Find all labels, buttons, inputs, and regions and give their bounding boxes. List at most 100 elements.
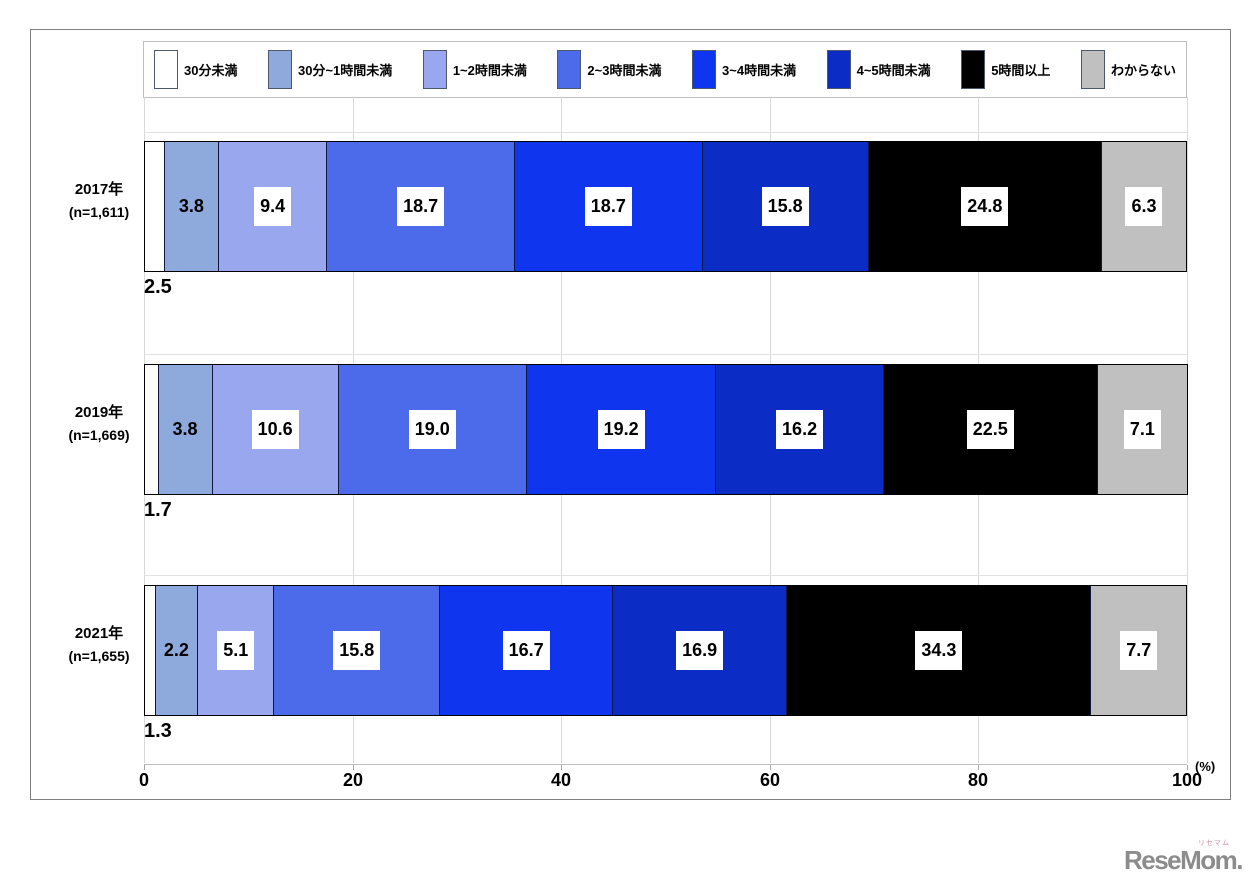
segment-value-label: 3.8 <box>178 196 204 216</box>
segment-value-label: 24.8 <box>961 186 1009 227</box>
axis-tick-20 <box>353 765 354 770</box>
axis-unit-label: (%) <box>1195 759 1216 774</box>
legend-item-label: わからない <box>1110 63 1176 78</box>
axis-tick-80 <box>978 765 979 770</box>
first-segment-value-label: 1.7 <box>144 499 172 521</box>
bar-segment-4~5時間未満: 15.8 <box>701 142 868 271</box>
category-boundary-line <box>144 132 1187 133</box>
bar-segment-1~2時間未満: 9.4 <box>218 142 327 271</box>
resemom-logo-text: リセマム ReseMom. <box>1123 840 1244 876</box>
segment-value-label: 19.0 <box>408 409 456 450</box>
bar-segment-4~5時間未満: 16.9 <box>612 586 787 715</box>
category-boundary-line <box>144 354 1187 355</box>
segment-value-label: 16.2 <box>776 409 824 450</box>
stacked-bar-2021年: 2.2 5.1 15.8 16.7 16.9 34.3 7.7 <box>144 585 1187 716</box>
category-boundary-line <box>144 575 1187 576</box>
category-year-label: 2021年 <box>74 625 124 642</box>
resemom-logo-wordmark: ReseMom. <box>1123 845 1244 875</box>
legend-item-label: 30分未満 <box>184 63 238 78</box>
x-axis-line <box>144 764 1187 765</box>
legend-swatch-icon <box>961 50 986 89</box>
bar-segment-30分未満 <box>145 142 164 271</box>
category-label-2017年: 2017年 (n=1,611) <box>51 179 147 223</box>
legend: 30分未満 30分~1時間未満 1~2時間未満 2~3時間未満 3~4時間未満 4~5時間… <box>143 41 1187 98</box>
legend-item-1: 30分~1時間未満 <box>268 50 392 89</box>
bar-segment-4~5時間未満: 16.2 <box>715 365 883 494</box>
legend-item-6: 5時間以上 <box>961 50 1050 89</box>
segment-value-label: 3.8 <box>172 419 198 439</box>
first-segment-value-label: 1.3 <box>144 720 172 742</box>
legend-swatch-icon <box>826 50 851 89</box>
bar-segment-わからない: 6.3 <box>1100 142 1187 271</box>
chart-container: 30分未満 30分~1時間未満 1~2時間未満 2~3時間未満 3~4時間未満 4~5時間… <box>30 29 1231 800</box>
legend-item-label: 2~3時間未満 <box>587 63 662 78</box>
bar-segment-3~4時間未満: 16.7 <box>439 586 613 715</box>
legend-item-2: 1~2時間未満 <box>422 50 527 89</box>
axis-tick-label-100: 100 <box>1171 770 1203 790</box>
axis-tick-60 <box>770 765 771 770</box>
bar-segment-30分~1時間未満: 3.8 <box>157 365 212 494</box>
axis-tick-0 <box>144 765 145 770</box>
segment-value-label: 18.7 <box>584 186 632 227</box>
bar-segment-30分未満 <box>145 365 158 494</box>
bar-segment-30分~1時間未満: 2.2 <box>154 586 198 715</box>
segment-value-label: 34.3 <box>915 630 963 671</box>
category-label-2021年: 2021年 (n=1,655) <box>51 623 147 667</box>
plot-area: 3.8 9.4 18.7 18.7 15.8 24.8 6.3 2.5 3.8 10.6 19.0 1… <box>144 97 1188 765</box>
category-label-2019年: 2019年 (n=1,669) <box>51 402 147 446</box>
legend-item-label: 4~5時間未満 <box>856 63 931 78</box>
axis-tick-100 <box>1187 765 1188 770</box>
bar-segment-3~4時間未満: 19.2 <box>525 365 716 494</box>
axis-tick-label-80: 80 <box>967 770 989 790</box>
legend-swatch-icon <box>692 50 717 89</box>
legend-item-4: 3~4時間未満 <box>692 50 796 89</box>
bar-segment-2~3時間未満: 19.0 <box>337 365 526 494</box>
bar-segment-わからない: 7.7 <box>1090 586 1186 715</box>
segment-value-label: 7.7 <box>1120 630 1158 671</box>
bar-segment-30分未満 <box>145 586 155 715</box>
segment-value-label: 16.7 <box>502 630 550 671</box>
segment-value-label: 10.6 <box>251 409 299 450</box>
resemom-logo-furigana: リセマム <box>1198 840 1230 847</box>
legend-item-5: 4~5時間未満 <box>826 50 931 89</box>
segment-value-label: 15.8 <box>761 186 809 227</box>
segment-value-label: 18.7 <box>397 186 445 227</box>
segment-value-label: 2.2 <box>163 640 189 660</box>
legend-swatch-icon <box>154 50 178 89</box>
axis-tick-40 <box>561 765 562 770</box>
legend-swatch-icon <box>557 50 582 89</box>
legend-swatch-icon <box>268 50 292 89</box>
segment-value-label: 19.2 <box>597 409 645 450</box>
first-segment-value-label: 2.5 <box>144 276 172 298</box>
stacked-bar-2017年: 3.8 9.4 18.7 18.7 15.8 24.8 6.3 <box>144 141 1187 272</box>
legend-swatch-icon <box>1080 50 1105 89</box>
segment-value-label: 5.1 <box>217 630 255 671</box>
category-n-label: (n=1,655) <box>68 648 130 664</box>
category-year-label: 2017年 <box>74 181 124 198</box>
bar-segment-5時間以上: 34.3 <box>786 586 1091 715</box>
segment-value-label: 9.4 <box>254 186 292 227</box>
segment-value-label: 16.9 <box>676 630 724 671</box>
category-n-label: (n=1,611) <box>68 204 130 220</box>
category-year-label: 2019年 <box>74 404 124 421</box>
legend-item-label: 3~4時間未満 <box>722 63 797 78</box>
bar-segment-3~4時間未満: 18.7 <box>513 142 702 271</box>
legend-swatch-icon <box>422 50 447 89</box>
segment-value-label: 22.5 <box>966 409 1014 450</box>
legend-item-label: 5時間以上 <box>991 63 1051 78</box>
bar-segment-5時間以上: 24.8 <box>867 142 1101 271</box>
stacked-bar-2019年: 3.8 10.6 19.0 19.2 16.2 22.5 7.1 <box>144 364 1188 495</box>
segment-value-label: 15.8 <box>333 630 381 671</box>
bar-segment-2~3時間未満: 18.7 <box>326 142 514 271</box>
bar-segment-1~2時間未満: 5.1 <box>197 586 274 715</box>
legend-item-3: 2~3時間未満 <box>557 50 661 89</box>
legend-item-label: 30分~1時間未満 <box>298 63 393 78</box>
bar-segment-5時間以上: 22.5 <box>882 365 1097 494</box>
legend-item-label: 1~2時間未満 <box>452 63 527 78</box>
legend-item-7: わからない <box>1080 50 1176 89</box>
bar-segment-30分~1時間未満: 3.8 <box>163 142 219 271</box>
bar-segment-2~3時間未満: 15.8 <box>273 586 440 715</box>
category-n-label: (n=1,669) <box>68 427 130 443</box>
bar-segment-わからない: 7.1 <box>1096 365 1188 494</box>
